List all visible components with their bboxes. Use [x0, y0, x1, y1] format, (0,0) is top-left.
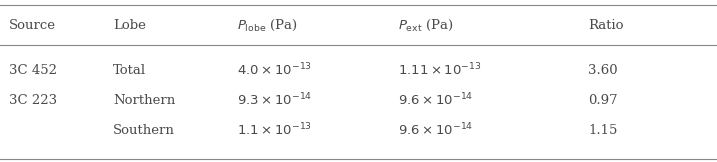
Text: Southern: Southern	[113, 124, 175, 137]
Text: Lobe: Lobe	[113, 19, 146, 32]
Text: $9.6 \times 10^{-14}$: $9.6 \times 10^{-14}$	[398, 122, 473, 139]
Text: 3C 452: 3C 452	[9, 64, 57, 77]
Text: 0.97: 0.97	[588, 94, 617, 107]
Text: $P_{\mathrm{lobe}}$ (Pa): $P_{\mathrm{lobe}}$ (Pa)	[237, 17, 297, 33]
Text: Ratio: Ratio	[588, 19, 624, 32]
Text: $4.0 \times 10^{-13}$: $4.0 \times 10^{-13}$	[237, 62, 312, 79]
Text: $P_{\mathrm{ext}}$ (Pa): $P_{\mathrm{ext}}$ (Pa)	[398, 17, 453, 33]
Text: $9.6 \times 10^{-14}$: $9.6 \times 10^{-14}$	[398, 92, 473, 109]
Text: 3.60: 3.60	[588, 64, 617, 77]
Text: Total: Total	[113, 64, 146, 77]
Text: Northern: Northern	[113, 94, 176, 107]
Text: $1.11 \times 10^{-13}$: $1.11 \times 10^{-13}$	[398, 62, 482, 79]
Text: 1.15: 1.15	[588, 124, 617, 137]
Text: $1.1 \times 10^{-13}$: $1.1 \times 10^{-13}$	[237, 122, 312, 139]
Text: 3C 223: 3C 223	[9, 94, 57, 107]
Text: $9.3 \times 10^{-14}$: $9.3 \times 10^{-14}$	[237, 92, 312, 109]
Text: Source: Source	[9, 19, 56, 32]
